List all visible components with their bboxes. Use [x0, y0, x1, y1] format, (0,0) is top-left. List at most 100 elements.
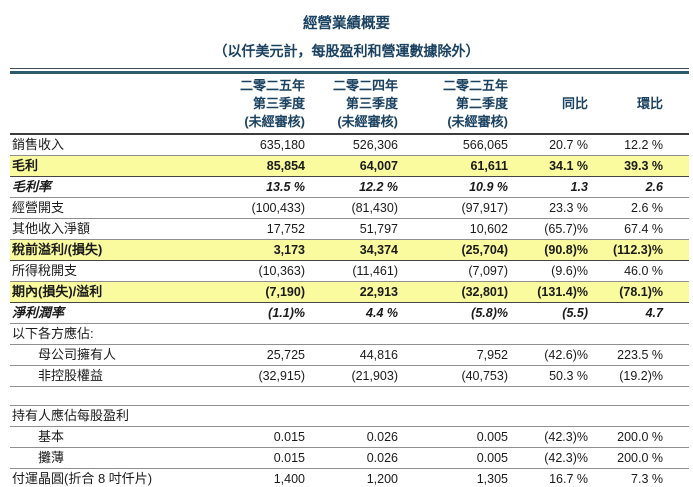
column-header-line — [508, 77, 588, 95]
table-row: 所得稅開支 (10,363) (11,461) (7,097) (9.6)% 46.0 % — [10, 260, 689, 282]
column-header-line: 第二季度 — [455, 96, 508, 111]
value-cell — [305, 386, 398, 406]
table-row: 非控股權益 (32,915) (21,903) (40,753) 50.3 % (19.2… — [10, 365, 689, 387]
column-header-line: (未經審核) — [337, 114, 398, 129]
spacer-row — [10, 386, 689, 406]
value-cell: (81,430) — [305, 197, 398, 219]
row-label: 持有人應佔每股盈利 — [10, 405, 210, 427]
value-cell: 0.005 — [398, 426, 508, 448]
value-cell: 23.3 % — [508, 197, 588, 219]
value-cell: (19.2)% — [588, 365, 689, 387]
value-cell — [210, 386, 305, 406]
value-cell: 4.7 — [588, 302, 689, 324]
value-cell — [398, 386, 508, 406]
value-cell: (25,704) — [398, 239, 508, 261]
value-cell — [508, 405, 588, 427]
row-label: 以下各方應佔: — [10, 323, 210, 345]
operating-results-table: 二零二五年 第三季度 (未經審核) 二零二四年 第三季度 (未經審核) 二零二五年 第二季度 (… — [10, 74, 689, 487]
value-cell: (7,097) — [398, 260, 508, 282]
row-label: 經營開支 — [10, 197, 210, 219]
value-cell: 2.6 % — [588, 197, 689, 219]
row-label: 期內(損失)/溢利 — [10, 281, 210, 303]
row-label: 其他收入淨額 — [10, 218, 210, 240]
value-cell: 50.3 % — [508, 365, 588, 387]
value-cell: 44,816 — [305, 344, 398, 366]
value-cell: 64,007 — [305, 155, 398, 177]
table-row: 經營開支 (100,433) (81,430) (97,917) 23.3 % 2.6 % — [10, 197, 689, 219]
row-label: 基本 — [10, 426, 210, 448]
value-cell: 526,306 — [305, 134, 398, 156]
column-header-line: 二零二四年 — [332, 78, 398, 93]
value-cell: 0.015 — [210, 447, 305, 469]
value-cell: (5.5) — [508, 302, 588, 324]
value-cell: (42.3)% — [508, 426, 588, 448]
value-cell: 12.2 % — [305, 176, 398, 198]
value-cell: 0.026 — [305, 426, 398, 448]
table-row: 毛利率 13.5 % 12.2 % 10.9 % 1.3 2.6 — [10, 176, 689, 198]
header-label-spacer — [10, 74, 210, 135]
value-cell: (32,915) — [210, 365, 305, 387]
row-label: 淨利潤率 — [10, 302, 210, 324]
value-cell — [588, 386, 689, 406]
value-cell — [305, 323, 398, 345]
value-cell: (78.1)% — [588, 281, 689, 303]
value-cell — [305, 405, 398, 427]
value-cell: 3,173 — [210, 239, 305, 261]
table-row: 銷售收入 635,180 526,306 566,065 20.7 % 12.2 % — [10, 134, 689, 156]
column-header: 二零二四年第三季度 (未經審核) — [305, 74, 398, 135]
row-label: 毛利 — [10, 155, 210, 177]
value-cell: 1,305 — [398, 468, 508, 487]
value-cell: 20.7 % — [508, 134, 588, 156]
value-cell: 34,374 — [305, 239, 398, 261]
value-cell: (131.4)% — [508, 281, 588, 303]
column-header-line — [588, 113, 663, 131]
column-header-line: (未經審核) — [244, 114, 305, 129]
value-cell: 34.1 % — [508, 155, 588, 177]
value-cell: 0.015 — [210, 426, 305, 448]
value-cell: 85,854 — [210, 155, 305, 177]
value-cell: 22,913 — [305, 281, 398, 303]
table-top-double-rule — [10, 68, 689, 74]
value-cell: (7,190) — [210, 281, 305, 303]
value-cell: (112.3)% — [588, 239, 689, 261]
table-row: 攤薄 0.015 0.026 0.005 (42.3)% 200.0 % — [10, 447, 689, 469]
table-row: 基本 0.015 0.026 0.005 (42.3)% 200.0 % — [10, 426, 689, 448]
column-header-line: 同比 — [561, 96, 588, 111]
column-header-line — [508, 113, 588, 131]
table-row: 付運晶圓(折合 8 吋仟片) 1,400 1,200 1,305 16.7 % 7.3 % — [10, 468, 689, 487]
value-cell — [508, 386, 588, 406]
value-cell: 566,065 — [398, 134, 508, 156]
table-row: 母公司擁有人 25,725 44,816 7,952 (42.6)% 223.5 % — [10, 344, 689, 366]
row-label: 攤薄 — [10, 447, 210, 469]
value-cell: 200.0 % — [588, 426, 689, 448]
value-cell: 4.4 % — [305, 302, 398, 324]
value-cell: 16.7 % — [508, 468, 588, 487]
row-label — [10, 386, 210, 406]
value-cell: (32,801) — [398, 281, 508, 303]
column-header: 二零二五年 第三季度 (未經審核) — [210, 74, 305, 135]
column-header-line: 第三季度 — [345, 96, 398, 111]
column-header-line: 二零二五年 — [442, 78, 508, 93]
value-cell: (100,433) — [210, 197, 305, 219]
results-table-wrap: 二零二五年 第三季度 (未經審核) 二零二四年 第三季度 (未經審核) 二零二五年 第二季度 (… — [10, 68, 689, 487]
column-header-line — [588, 77, 663, 95]
value-cell: 2.6 — [588, 176, 689, 198]
value-cell: 0.005 — [398, 447, 508, 469]
value-cell: (42.3)% — [508, 447, 588, 469]
value-cell: (9.6)% — [508, 260, 588, 282]
value-cell: 1,200 — [305, 468, 398, 487]
value-cell: 12.2 % — [588, 134, 689, 156]
value-cell: 39.3 % — [588, 155, 689, 177]
row-label: 毛利率 — [10, 176, 210, 198]
column-header-line: 二零二五年 — [239, 78, 305, 93]
value-cell: 7.3 % — [588, 468, 689, 487]
value-cell: 7,952 — [398, 344, 508, 366]
value-cell: (5.8)% — [398, 302, 508, 324]
value-cell: (40,753) — [398, 365, 508, 387]
value-cell — [210, 323, 305, 345]
value-cell: (42.6)% — [508, 344, 588, 366]
value-cell — [398, 405, 508, 427]
column-header-line: 環比 — [636, 96, 663, 111]
row-label: 非控股權益 — [10, 365, 210, 387]
